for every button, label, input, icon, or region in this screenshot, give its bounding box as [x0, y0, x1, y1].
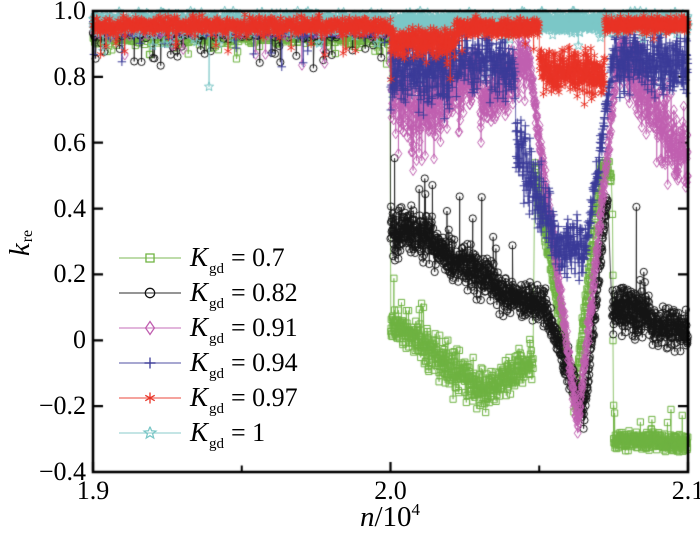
plus-marker-icon	[119, 357, 181, 368]
y-tick-label: 0.6	[53, 127, 87, 157]
asterisk-marker-icon	[119, 392, 181, 403]
legend-value: = 0.91	[231, 313, 298, 342]
y-tick-label: 1.0	[53, 0, 87, 25]
legend-item-label: Kgd = 0.82	[190, 277, 298, 312]
chart-legend: Kgd = 0.7 Kgd = 0.82 Kgd = 0.91 Kgd = 0.94 Kgd = …	[118, 240, 298, 452]
legend-item-label: Kgd = 0.91	[190, 312, 298, 347]
legend-subscript: gd	[209, 401, 225, 417]
legend-item-label: Kgd = 0.97	[190, 382, 298, 417]
legend-item: Kgd = 0.91	[118, 310, 298, 347]
legend-item-label: Kgd = 0.7	[190, 242, 285, 277]
legend-symbol: K	[190, 347, 209, 377]
legend-value: = 0.97	[231, 383, 298, 412]
legend-symbol: K	[190, 417, 209, 447]
legend-item: Kgd = 1	[118, 415, 298, 452]
legend-subscript: gd	[209, 331, 225, 347]
legend-subscript: gd	[209, 366, 225, 382]
legend-symbol: K	[190, 242, 209, 272]
x-axis-label-divisor: /10	[374, 501, 412, 533]
x-axis-label-symbol: n	[359, 501, 375, 533]
legend-item: Kgd = 0.82	[118, 275, 298, 312]
y-tick-label: 0.2	[53, 259, 87, 289]
y-tick-label: 0	[73, 325, 86, 355]
y-tick-label: 0.4	[53, 193, 87, 223]
y-axis-label-subscript: re	[19, 229, 36, 243]
legend-item-label: Kgd = 1	[190, 417, 266, 452]
legend-symbol: K	[190, 312, 209, 342]
legend-subscript: gd	[209, 296, 225, 312]
legend-subscript: gd	[209, 436, 225, 452]
star-marker-icon	[119, 426, 181, 439]
legend-value: = 0.7	[231, 243, 285, 272]
diamond-marker-icon	[119, 319, 181, 336]
y-axis-label-symbol: k	[3, 243, 36, 257]
legend-symbol: K	[190, 382, 209, 412]
legend-item: Kgd = 0.97	[118, 380, 298, 417]
legend-subscript: gd	[209, 261, 225, 277]
legend-item-label: Kgd = 0.94	[190, 347, 298, 382]
x-tick-label: 1.9	[76, 476, 110, 505]
x-axis-label: n/104	[290, 500, 490, 534]
legend-value: = 0.82	[231, 278, 298, 307]
legend-symbol: K	[190, 277, 209, 307]
legend-item: Kgd = 0.94	[118, 345, 298, 382]
legend-item: Kgd = 0.7	[118, 240, 298, 277]
legend-value: = 0.94	[231, 348, 298, 377]
x-axis-label-exponent: 4	[411, 500, 421, 519]
circle-marker-icon	[119, 287, 181, 298]
x-tick-label: 2.1	[671, 476, 700, 505]
legend-value: = 1	[231, 418, 266, 447]
square-marker-icon	[119, 252, 181, 263]
y-tick-label: −0.2	[38, 391, 86, 421]
x-tick-label: 2.0	[374, 476, 407, 505]
y-tick-label: −0.4	[38, 457, 86, 486]
y-tick-label: 0.8	[53, 61, 87, 91]
